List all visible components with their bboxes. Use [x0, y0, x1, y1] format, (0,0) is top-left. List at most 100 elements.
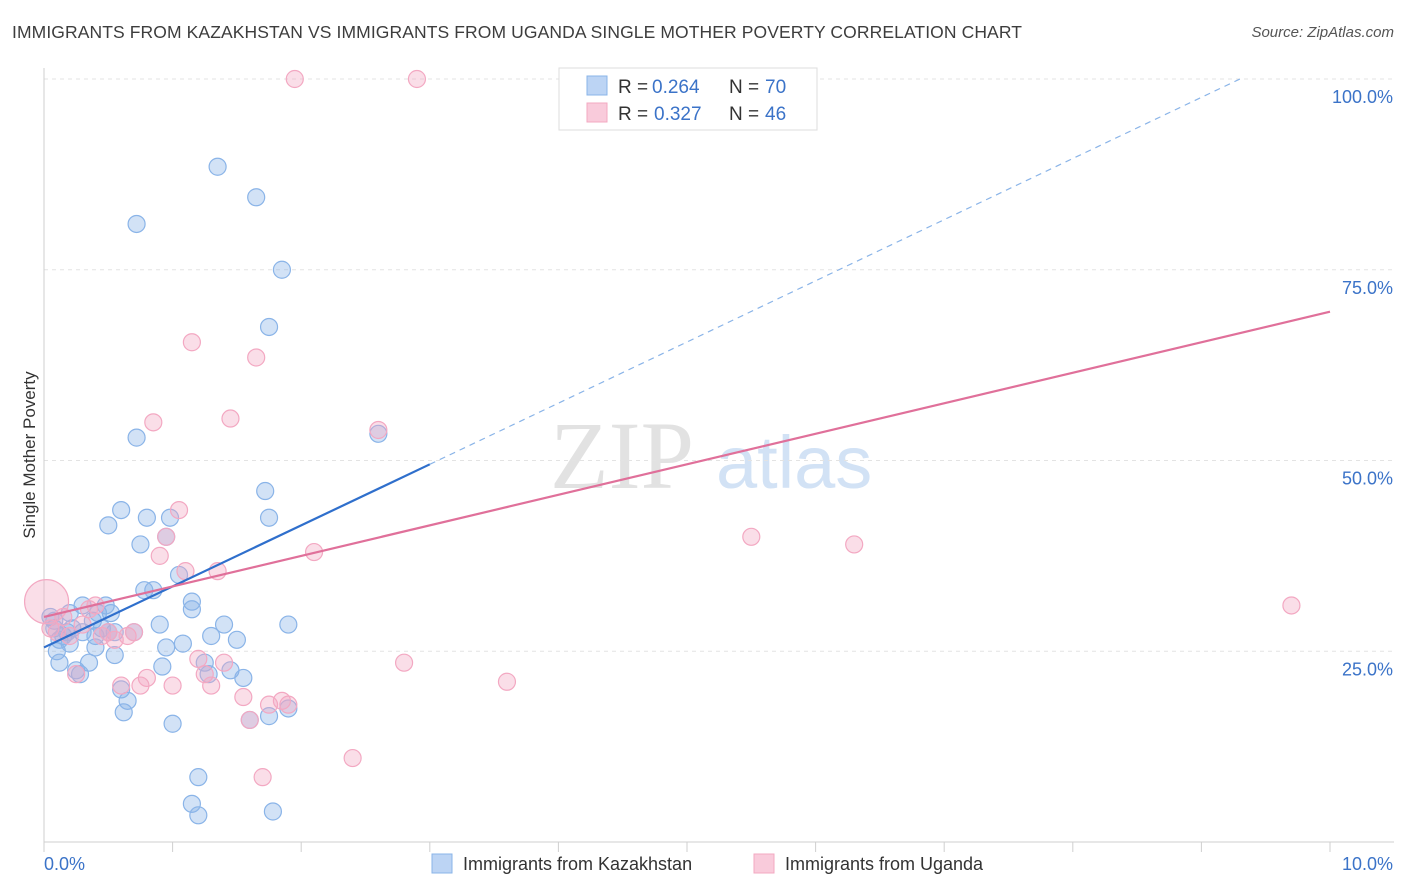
legend-swatch-kazakhstan — [586, 75, 608, 96]
point-kazakhstan — [118, 691, 137, 710]
point-uganda — [279, 695, 298, 714]
y-tick-labels: 100.0% 75.0% 50.0% 25.0% — [1332, 87, 1393, 679]
y-axis-label: Single Mother Poverty — [20, 371, 39, 539]
point-kazakhstan — [182, 794, 201, 813]
point-uganda — [195, 665, 214, 684]
point-uganda — [137, 668, 156, 688]
point-uganda — [407, 69, 427, 89]
trend-line-kazakhstan — [43, 463, 431, 649]
point-kazakhstan — [182, 600, 201, 619]
bottom-legend-swatch-kazakhstan — [431, 853, 453, 874]
point-kazakhstan — [99, 516, 118, 535]
legend-r-label-1: R = — [618, 77, 648, 98]
point-uganda — [157, 527, 176, 546]
watermark-atlas: atlas — [716, 421, 872, 504]
point-uganda — [247, 348, 266, 367]
point-uganda — [343, 748, 362, 768]
legend-r-value-1: 0.264 — [652, 77, 700, 98]
point-kazakhstan — [272, 260, 292, 279]
point-uganda — [394, 653, 414, 672]
y-tick-label: 75.0% — [1342, 278, 1393, 298]
x-tick-label-max: 10.0% — [1342, 854, 1393, 874]
bottom-legend-label-kazakhstan: Immigrants from Kazakhstan — [463, 854, 692, 874]
point-uganda — [67, 665, 86, 684]
point-kazakhstan — [263, 802, 283, 821]
point-kazakhstan — [189, 806, 208, 825]
bottom-legend-swatch-uganda — [753, 853, 775, 874]
point-kazakhstan — [369, 424, 388, 443]
point-kazakhstan — [137, 508, 156, 527]
chart-title: IMMIGRANTS FROM KAZAKHSTAN VS IMMIGRANTS… — [12, 22, 1023, 42]
point-uganda — [131, 676, 150, 695]
point-kazakhstan — [163, 714, 182, 733]
x-ticks — [43, 842, 1331, 852]
point-kazakhstan — [279, 699, 298, 718]
point-kazakhstan — [157, 638, 176, 657]
point-kazakhstan — [173, 634, 192, 653]
point-uganda — [1282, 596, 1301, 615]
point-uganda — [369, 420, 388, 440]
point-uganda — [845, 535, 864, 554]
bottom-legend-label-uganda: Immigrants from Uganda — [785, 854, 984, 874]
point-kazakhstan — [112, 500, 131, 520]
point-kazakhstan — [279, 615, 298, 634]
point-kazakhstan — [127, 428, 146, 447]
legend-swatch-uganda — [586, 102, 608, 123]
point-uganda — [99, 623, 118, 642]
legend-r-value-2: 0.327 — [654, 104, 702, 125]
point-uganda — [189, 649, 208, 668]
top-legend: R = 0.264 N = 70 R = 0.327 N = 46 — [558, 67, 818, 131]
point-uganda — [150, 546, 169, 565]
trend-lines — [43, 78, 1331, 649]
point-uganda — [214, 653, 234, 672]
point-uganda — [497, 672, 517, 691]
point-uganda — [742, 527, 761, 546]
point-kazakhstan — [259, 317, 279, 337]
legend-n-label-2: N = — [729, 104, 759, 125]
point-kazakhstan — [256, 481, 275, 501]
point-kazakhstan — [86, 638, 105, 657]
point-uganda — [163, 676, 182, 695]
point-kazakhstan — [112, 680, 131, 699]
point-uganda — [285, 69, 304, 89]
legend-n-value-2: 46 — [765, 104, 786, 125]
point-uganda — [124, 623, 144, 642]
point-kazakhstan — [127, 214, 146, 234]
point-kazakhstan — [227, 630, 246, 649]
point-kazakhstan — [259, 508, 279, 527]
x-tick-label-min: 0.0% — [44, 854, 85, 874]
point-kazakhstan — [79, 653, 99, 672]
point-uganda — [144, 413, 163, 432]
point-uganda — [234, 687, 253, 707]
y-tick-label: 25.0% — [1342, 659, 1393, 679]
legend-n-label-1: N = — [729, 77, 759, 98]
point-kazakhstan — [202, 626, 221, 646]
point-uganda — [253, 768, 272, 787]
point-kazakhstan — [105, 645, 124, 665]
point-uganda — [240, 710, 259, 730]
point-kazakhstan — [214, 615, 234, 634]
point-kazakhstan — [153, 657, 172, 676]
legend-r-label-2: R = — [618, 104, 648, 125]
point-kazakhstan — [182, 592, 201, 611]
point-kazakhstan — [114, 703, 133, 722]
point-uganda — [221, 409, 240, 428]
point-kazakhstan — [189, 768, 208, 787]
point-kazakhstan — [199, 665, 218, 684]
point-uganda — [73, 615, 92, 634]
gridlines — [44, 78, 1394, 652]
point-uganda — [202, 676, 221, 695]
point-uganda — [169, 500, 189, 520]
point-kazakhstan — [208, 157, 227, 176]
point-kazakhstan — [247, 188, 266, 207]
trend-extension-kazakhstan — [429, 78, 1241, 465]
y-tick-label: 50.0% — [1342, 469, 1393, 489]
point-uganda — [112, 676, 131, 695]
legend-n-value-1: 70 — [765, 77, 786, 98]
chart-source: Source: ZipAtlas.com — [1251, 24, 1394, 41]
point-kazakhstan — [50, 653, 69, 672]
y-tick-label: 100.0% — [1332, 87, 1393, 107]
watermark-zip: ZIP — [550, 402, 694, 509]
point-uganda — [182, 333, 201, 352]
